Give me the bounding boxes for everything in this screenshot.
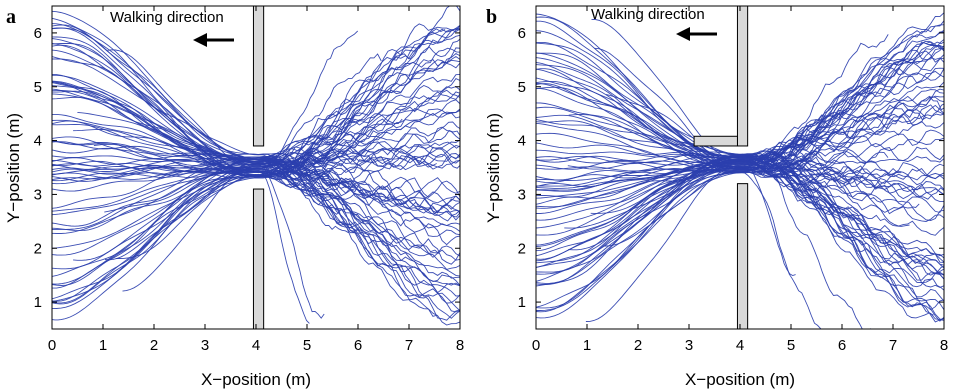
y-tick-label: 6 [34, 25, 42, 42]
trajectory-line [52, 82, 460, 258]
walls-b [693, 5, 749, 330]
x-tick-label: 3 [685, 337, 693, 354]
wall-lower [736, 183, 749, 330]
trajectory-line [52, 156, 460, 270]
trajectory-line [52, 86, 460, 234]
trajectory-line [536, 118, 944, 177]
trajectory-line [536, 153, 944, 311]
x-tick-label: 0 [48, 337, 56, 354]
trajectory-line [52, 30, 359, 216]
x-tick-label: 5 [787, 337, 795, 354]
trajectory-line [52, 163, 460, 326]
trajectory-line [52, 55, 460, 185]
annotation-b: Walking direction [591, 6, 705, 23]
trajectory-line [536, 50, 944, 282]
y-tick-label: 4 [34, 133, 42, 150]
trajectory-line [536, 31, 944, 159]
x-tick-label: 6 [354, 337, 362, 354]
trajectory-line [52, 164, 325, 321]
x-tick-label: 1 [99, 337, 107, 354]
plot-frame-b [535, 5, 945, 330]
trajectory-line [605, 94, 944, 158]
trajectory-line [536, 80, 889, 165]
trajectory-line [564, 113, 944, 229]
y-tick-label: 6 [518, 25, 526, 42]
trajectory-line [52, 59, 460, 164]
x-tick-label: 7 [889, 337, 897, 354]
y-tick-label: 1 [518, 294, 526, 311]
panel-a: a Y−position (m) X−position (m) 0 1 2 3 4 5 6 7… [4, 5, 464, 389]
annotation-a: Walking direction [110, 9, 224, 26]
x-tick-label: 2 [634, 337, 642, 354]
trajectory-line [104, 129, 460, 213]
x-tick-label: 2 [150, 337, 158, 354]
x-axis-label-b: X−position (m) [685, 370, 795, 389]
trajectories-a [52, 6, 460, 326]
arrow-icon-b [676, 27, 717, 41]
plot-frame-a [51, 5, 461, 330]
trajectory-line [52, 93, 460, 217]
panel-letter-b: b [486, 6, 497, 28]
trajectory-line [536, 45, 944, 188]
trajectory-line [52, 42, 460, 221]
wall-upper [252, 5, 265, 147]
y-tick-label: 2 [518, 240, 526, 257]
y-tick-label: 1 [34, 294, 42, 311]
trajectory-line [52, 90, 460, 294]
x-tick-label: 8 [940, 337, 948, 354]
x-tick-label: 0 [532, 337, 540, 354]
trajectory-line [104, 38, 460, 261]
trajectory-line [52, 38, 460, 176]
x-tick-label: 4 [736, 337, 744, 354]
trajectory-line [536, 166, 944, 275]
trajectory-line [591, 18, 944, 273]
trajectory-line [536, 106, 944, 276]
wall-upper [736, 5, 749, 147]
panel-letter-a: a [6, 6, 16, 28]
y-tick-label: 3 [34, 186, 42, 203]
panel-b: b Y−position (m) X−position (m) 0 1 2 3 4 5 6 7… [484, 5, 948, 389]
trajectory-line [536, 122, 944, 191]
trajectory-line [536, 155, 871, 329]
trajectory-line [536, 169, 944, 311]
y-axis-label-a: Y−position (m) [4, 113, 23, 223]
corridor-wall [693, 135, 738, 147]
y-tick-label: 5 [34, 79, 42, 96]
trajectory-line [52, 27, 437, 168]
trajectory-line [536, 29, 944, 208]
trajectory-line [536, 163, 944, 302]
trajectory-line [52, 136, 460, 287]
wall-lower [252, 188, 265, 330]
x-axis-label-a: X−position (m) [201, 370, 311, 389]
y-axis-label-b: Y−position (m) [484, 113, 503, 223]
trajectory-line [115, 172, 460, 259]
trajectory-line [52, 96, 460, 246]
trajectory-line [52, 160, 460, 249]
y-tick-label: 2 [34, 240, 42, 257]
trajectory-line [52, 24, 460, 312]
trajectory-line [52, 10, 446, 161]
x-tick-label: 8 [456, 337, 464, 354]
arrow-icon-a [193, 33, 234, 47]
trajectory-line [52, 155, 460, 237]
trajectory-line [536, 81, 944, 189]
trajectories-b [536, 12, 944, 329]
trajectory-line [52, 52, 460, 270]
x-tick-label: 7 [405, 337, 413, 354]
y-tick-label: 5 [518, 79, 526, 96]
trajectory-line [52, 140, 438, 317]
trajectory-line [536, 12, 944, 313]
trajectory-line [585, 163, 944, 322]
x-tick-label: 3 [201, 337, 209, 354]
y-tick-label: 4 [518, 133, 526, 150]
y-tick-label: 3 [518, 186, 526, 203]
x-tick-label: 1 [583, 337, 591, 354]
trajectory-line [52, 25, 460, 192]
x-tick-label: 5 [303, 337, 311, 354]
trajectory-line [52, 169, 310, 324]
x-tick-label: 6 [838, 337, 846, 354]
trajectory-line [536, 41, 813, 166]
x-tick-label: 4 [252, 337, 260, 354]
